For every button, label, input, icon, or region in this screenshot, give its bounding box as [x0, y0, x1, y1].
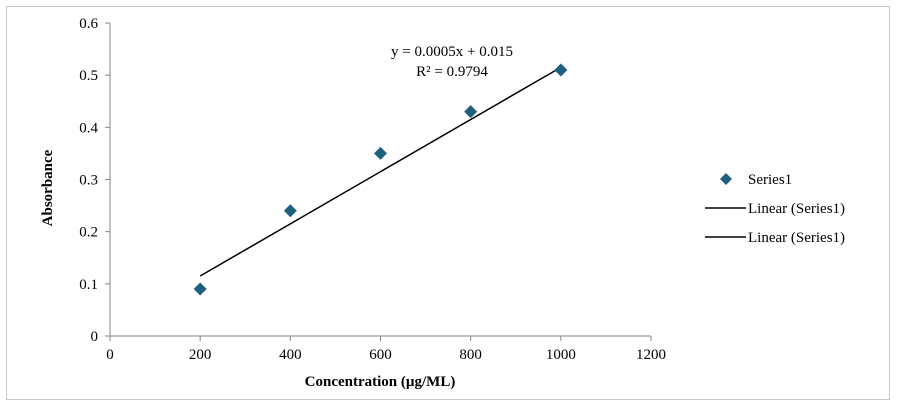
y-axis-title: Absorbance [40, 149, 56, 226]
y-tick-label: 0 [91, 329, 99, 345]
y-tick-label: 0.5 [79, 68, 98, 84]
data-point [374, 146, 387, 160]
x-tick-label: 1000 [546, 347, 576, 363]
x-tick-label: 0 [106, 347, 114, 363]
y-tick-label: 0.3 [79, 173, 98, 189]
trendline-group [199, 66, 562, 277]
x-tick-label: 200 [189, 347, 212, 363]
axes [109, 23, 651, 337]
x-axis-title: Concentration (µg/ML) [305, 374, 456, 390]
y-tick-label: 0.4 [79, 120, 98, 136]
trendline [199, 66, 562, 277]
legend-label-linear-2: Linear (Series1) [748, 230, 845, 246]
y-tick-label: 0.1 [79, 277, 98, 293]
ticks: 0 0.1 0.2 0.3 0.4 0.5 0.6 0 200 400 600 800 1000 1200 [79, 16, 666, 363]
trendline-r-squared: R² = 0.9794 [416, 64, 488, 80]
x-tick-label: 400 [279, 347, 302, 363]
y-tick-label: 0.6 [79, 16, 98, 32]
x-tick-label: 1200 [636, 347, 666, 363]
legend-label-series1: Series1 [748, 172, 792, 188]
y-tick-label: 0.2 [79, 225, 98, 241]
x-tick-label: 600 [369, 347, 392, 363]
legend: Series1 Linear (Series1) Linear (Series1… [705, 172, 845, 246]
data-point [554, 63, 568, 77]
data-point [193, 282, 207, 296]
trendline-equation: y = 0.0005x + 0.015 [391, 44, 513, 60]
data-points [193, 63, 568, 296]
data-point [464, 105, 478, 119]
chart-frame [6, 6, 890, 400]
legend-marker-series1 [720, 173, 732, 185]
legend-label-linear-1: Linear (Series1) [748, 201, 845, 217]
x-tick-label: 800 [459, 347, 482, 363]
data-point [283, 204, 297, 218]
